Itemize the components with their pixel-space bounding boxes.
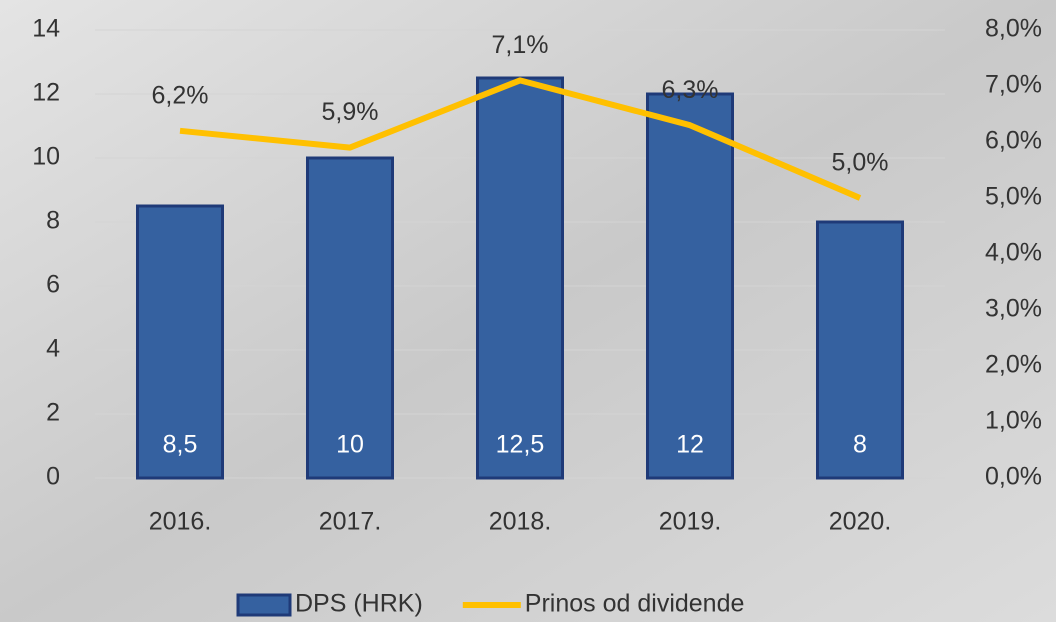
bar <box>646 92 734 480</box>
y2-tick-label: 1,0% <box>985 407 1042 435</box>
y2-tick-label: 0,0% <box>985 463 1042 491</box>
line <box>179 77 862 201</box>
y2-tick-label: 8,0% <box>985 15 1042 43</box>
bar-value-label: 8 <box>853 431 867 459</box>
y2-tick-label: 2,0% <box>985 351 1042 379</box>
line-value-label: 5,0% <box>832 149 889 177</box>
line-value-label: 6,2% <box>152 81 209 109</box>
y-tick-label: 0 <box>46 463 60 491</box>
x-tick-label: 2019. <box>659 508 722 536</box>
y2-tick-label: 6,0% <box>985 127 1042 155</box>
x-tick-label: 2018. <box>489 508 552 536</box>
y2-tick-label: 3,0% <box>985 295 1042 323</box>
line-value-label: 6,3% <box>662 76 719 104</box>
x-tick-label: 2017. <box>319 508 382 536</box>
y-tick-label: 12 <box>32 79 60 107</box>
x-tick-label: 2016. <box>149 508 212 536</box>
line-value-label: 5,9% <box>322 98 379 126</box>
y2-tick-label: 7,0% <box>985 71 1042 99</box>
y-tick-label: 8 <box>46 207 60 235</box>
bar <box>136 204 224 480</box>
bar-value-label: 10 <box>336 431 364 459</box>
y-tick-label: 10 <box>32 143 60 171</box>
y2-tick-label: 4,0% <box>985 239 1042 267</box>
legend-label: Prinos od dividende <box>525 590 745 618</box>
bar <box>306 156 394 480</box>
x-tick-label: 2020. <box>829 508 892 536</box>
y-tick-label: 4 <box>46 335 60 363</box>
bar <box>816 220 904 480</box>
line-value-label: 7,1% <box>492 31 549 59</box>
bar-value-label: 12,5 <box>496 431 545 459</box>
bar-value-label: 8,5 <box>163 431 198 459</box>
legend-swatch <box>236 593 292 617</box>
y-tick-label: 6 <box>46 271 60 299</box>
legend-label: DPS (HRK) <box>295 590 423 618</box>
y2-tick-label: 5,0% <box>985 183 1042 211</box>
bar <box>476 76 564 480</box>
y-tick-label: 14 <box>32 15 60 43</box>
y-tick-label: 2 <box>46 399 60 427</box>
bar-value-label: 12 <box>676 431 704 459</box>
